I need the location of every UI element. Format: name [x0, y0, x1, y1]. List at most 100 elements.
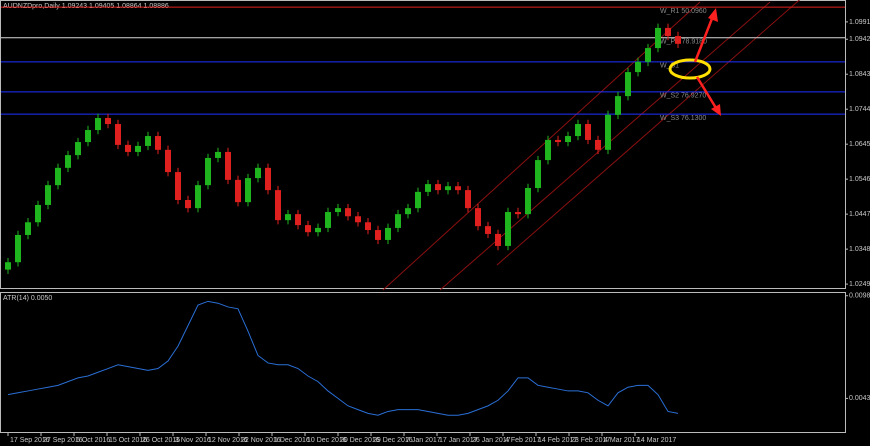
- candle-body: [175, 172, 181, 201]
- candle-body: [315, 227, 321, 233]
- candle-body: [505, 212, 511, 246]
- candle-body: [515, 212, 521, 215]
- candle-body: [55, 167, 61, 186]
- candle-body: [605, 114, 611, 150]
- candle-body: [565, 136, 571, 143]
- candle-body: [365, 222, 371, 231]
- candle-body: [35, 204, 41, 223]
- x-tick-label: 3 Nov 2016: [175, 437, 211, 444]
- candle-body: [455, 186, 461, 191]
- y-tick-label: 1.02490: [849, 281, 870, 288]
- candle-body: [535, 160, 541, 188]
- candle-body: [625, 72, 631, 97]
- pivot-label: W_R1 50.0960: [660, 8, 707, 15]
- candle-body: [645, 48, 651, 62]
- candle-body: [165, 149, 171, 173]
- overlay: [668, 8, 721, 116]
- candle-body: [385, 227, 391, 240]
- candle-body: [525, 187, 531, 215]
- pivot-label: W_S2 76.9270: [660, 93, 706, 100]
- pivot-label: W_S3 76.1300: [660, 115, 706, 122]
- candle-body: [465, 190, 471, 209]
- candle-body: [245, 178, 251, 203]
- candle-body: [235, 179, 241, 203]
- candle-body: [375, 230, 381, 240]
- highlight-ellipse: [668, 58, 712, 80]
- candle-body: [85, 130, 91, 143]
- x-tick-label: 6 Oct 2016: [76, 437, 110, 444]
- atr-frame: [0, 292, 846, 433]
- main-title: AUDNZDpro,Daily 1.09243 1.09405 1.08864 …: [3, 3, 169, 10]
- atr-title: ATR(14) 0.0050: [3, 295, 52, 302]
- candle-body: [15, 234, 21, 263]
- candle-body: [425, 184, 431, 192]
- x-tick-label: 20 Dec 2016: [340, 437, 380, 444]
- channel-lower: [496, 0, 801, 266]
- x-tick-label: 4 Mar 2017: [604, 437, 640, 444]
- candle-body: [545, 139, 551, 161]
- x-tick-label: 22 Nov 2016: [241, 437, 281, 444]
- x-tick-label: 15 Oct 2016: [109, 437, 147, 444]
- candle-body: [305, 225, 311, 233]
- y-tick-label: 1.06450: [849, 141, 870, 148]
- x-tick-label: 26 Oct 2016: [142, 437, 180, 444]
- candle-body: [675, 36, 681, 44]
- candle-body: [105, 118, 111, 125]
- candle-body: [225, 151, 231, 180]
- y-tick-label: 1.08430: [849, 71, 870, 78]
- candle-body: [295, 214, 301, 226]
- candle-body: [405, 208, 411, 215]
- candle-body: [115, 124, 121, 145]
- x-tick-label: 7 Jan 2017: [406, 437, 441, 444]
- y-tick-label: 1.04470: [849, 211, 870, 218]
- x-tick-label: 17 Jan 2017: [439, 437, 478, 444]
- x-tick-label: 4 Feb 2017: [505, 437, 541, 444]
- arrow-up: [693, 15, 715, 63]
- candle-body: [185, 200, 191, 209]
- x-tick-label: 23 Feb 2017: [571, 437, 610, 444]
- arrow-down-head: [711, 104, 721, 116]
- y-tick-label: 1.05460: [849, 176, 870, 183]
- y-tick-label: 0.0098: [849, 293, 870, 300]
- y-tick-label: 1.03480: [849, 246, 870, 253]
- candle-body: [335, 208, 341, 213]
- candle-body: [45, 185, 51, 205]
- y-tick-label: 1.09910: [849, 19, 870, 26]
- x-tick-label: 17 Sep 2016: [10, 437, 50, 444]
- y-tick-label: 0.0043: [849, 395, 870, 402]
- x-tick-label: 14 Mar 2017: [637, 437, 676, 444]
- x-tick-label: 14 Feb 2017: [538, 437, 577, 444]
- candle-body: [75, 142, 81, 156]
- candle-body: [65, 155, 71, 168]
- candle-body: [155, 136, 161, 150]
- candle-body: [285, 214, 291, 221]
- arrow-up-head: [708, 8, 718, 22]
- candle-body: [25, 222, 31, 235]
- candle-body: [415, 191, 421, 209]
- x-tick-label: 10 Dec 2016: [307, 437, 347, 444]
- candle-body: [665, 27, 671, 37]
- candle-body: [615, 96, 621, 115]
- candle-body: [595, 139, 601, 150]
- candle-body: [435, 184, 441, 191]
- candle-body: [145, 136, 151, 146]
- candle-body: [5, 262, 11, 270]
- x-tick-label: 26 Jan 2017: [472, 437, 511, 444]
- candle-body: [95, 118, 101, 131]
- candle-body: [255, 167, 261, 179]
- candle-body: [265, 167, 271, 191]
- x-tick-label: 29 Dec 2016: [373, 437, 413, 444]
- candle-body: [205, 157, 211, 186]
- candle-body: [475, 208, 481, 227]
- candle-body: [655, 27, 661, 49]
- candle-body: [325, 212, 331, 228]
- candle-body: [485, 226, 491, 234]
- candle-body: [195, 185, 201, 209]
- candle-body: [445, 186, 451, 191]
- candle-body: [585, 124, 591, 140]
- y-tick-label: 1.09420: [849, 36, 870, 43]
- x-tick-label: 27 Sep 2016: [43, 437, 83, 444]
- x-tick-label: 12 Nov 2016: [208, 437, 248, 444]
